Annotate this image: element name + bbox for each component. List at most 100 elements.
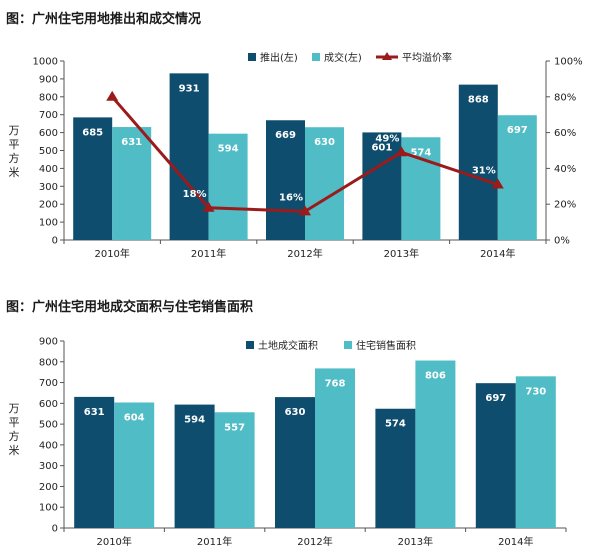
chart-1-y-tick-label: 800 [39,92,58,103]
chart-1-y-tick-label: 400 [39,164,58,175]
chart-2-legend-swatch [344,341,352,349]
chart-2-y-axis-title-char: 平 [9,416,20,429]
chart-1-bar-label: 685 [82,127,103,138]
chart-1-legend-label: 成交(左) [324,51,362,64]
chart-1-bar-label: 931 [179,83,200,94]
chart-2-y-tick-label: 500 [39,420,58,431]
chart-2-bar-label: 730 [525,386,546,397]
chart-1-y-tick-label: 700 [39,110,58,121]
chart-1-line-point-label: 49% [375,133,399,144]
chart-1-y-tick-label: 100 [39,218,58,229]
chart-1-bar-1 [458,84,498,241]
chart-2-bar-label: 630 [285,407,306,418]
chart-2-bar-2 [214,412,255,528]
chart-2-bar-label: 697 [485,393,506,404]
chart-1-y-axis-title-char: 万 [9,124,20,137]
chart-1-legend-label: 推出(左) [260,51,298,64]
chart-1-line-point [299,205,311,216]
chart-2-bar-1 [375,408,416,528]
chart-2-bar-1 [475,383,516,528]
chart-2-bar-label: 768 [325,378,346,389]
chart-1-bar-label: 669 [275,130,296,141]
chart-1-bar-label: 631 [121,137,142,148]
chart-1-bar-1 [169,73,209,240]
chart-1-bar-label: 697 [507,125,528,136]
chart-1-y-tick-label: 500 [39,146,58,157]
chart-2-y-tick-label: 700 [39,378,58,389]
chart-1-bar-2 [208,133,248,240]
chart-2-bar-label: 631 [84,407,105,418]
chart-1-legend-marker [382,52,392,60]
chart-2-bar-1 [174,404,215,528]
chart-1-line-point [106,90,119,101]
chart-1-y-axis-title-char: 平 [9,138,20,151]
chart-2-y-tick-label: 0 [52,524,58,535]
chart-2-bar-2 [515,376,556,528]
chart-1-x-tick-label: 2011年 [191,247,226,260]
chart-2-x-tick-label: 2012年 [297,535,332,548]
chart-1-y-tick-label: 300 [39,182,58,193]
chart-2-y-tick-label: 200 [39,482,58,493]
chart-1-line-point-label: 31% [472,166,496,177]
chart-2-y-tick-label: 600 [39,399,58,410]
chart-1-line-point-label: 18% [183,189,207,200]
chart-1-bar-1 [73,117,113,240]
chart-1-bar-label: 601 [371,142,392,153]
chart-1-legend-swatch [248,53,256,61]
chart-2-y-axis-title-char: 方 [9,429,20,443]
chart-2-legend-label: 住宅销售面积 [356,339,416,352]
chart-2-plot: 0 100 200 300 400 500 600 700 800 900 2010年 2011年 20… [9,337,567,548]
chart-2-legend-label: 土地成交面积 [258,339,318,352]
chart-2-y-tick-label: 800 [39,357,58,368]
chart-1-bar-label: 594 [218,144,239,155]
chart-1-bar-2 [112,127,152,240]
chart-2-y-axis-title-char: 万 [9,402,20,415]
chart-1: 图：广州住宅用地推出和成交情况 0 100 200 300 400 500 600 700 80… [0,0,600,270]
chart-1-x-tick-label: 2013年 [384,247,419,260]
chart-2-bar-2 [114,402,155,528]
chart-1-y2-tick-label: 80% [554,92,576,103]
chart-2-y-tick-label: 400 [39,440,58,451]
chart-1-x-tick-label: 2012年 [287,247,322,260]
chart-1-x-tick-label: 2010年 [94,247,129,260]
chart-2-bar-1 [74,396,115,528]
chart-2-y-axis-title-char: 米 [9,444,20,457]
chart-1-bar-2 [305,127,344,240]
chart-2-x-tick-label: 2014年 [498,535,533,548]
chart-1-y-tick-label: 900 [39,74,58,85]
chart-1-x-tick-label: 2014年 [480,247,515,260]
chart-1-line-point [395,146,408,157]
chart-1-bar-2 [497,115,537,240]
chart-1-y2-tick-label: 20% [554,200,576,211]
chart-1-y2-tick-label: 60% [554,128,576,139]
chart-2-bar-1 [275,397,315,528]
chart-1-bar-1 [362,132,402,240]
chart-1-legend-swatch [312,53,320,61]
chart-1-y2-tick-label: 0% [554,236,570,247]
chart-2-bar-label: 557 [224,422,245,433]
chart-2-legend-swatch [246,341,254,349]
chart-1-y-axis-title-char: 米 [9,166,20,179]
chart-2-x-tick-label: 2010年 [96,535,131,548]
chart-1-line-point-label: 16% [279,192,303,203]
chart-1-line-point [491,178,504,189]
chart-2-x-tick-label: 2011年 [197,535,232,548]
chart-1-y-tick-label: 1000 [33,57,58,68]
chart-1-y2-tick-label: 100% [554,57,583,68]
chart-2-bar-label: 574 [385,419,406,430]
chart-2-bar-2 [415,360,456,528]
chart-1-title: 图：广州住宅用地推出和成交情况 [6,12,202,27]
chart-2-y-tick-label: 100 [39,503,58,514]
chart-2-y-tick-label: 300 [39,461,58,472]
chart-2: 图：广州住宅用地成交面积与住宅销售面积 0 100 200 300 400 500 600 7… [0,288,600,558]
chart-2-x-tick-label: 2013年 [398,535,433,548]
chart-1-plot: 0 100 200 300 400 500 600 700 800 900 1000 2010年 201… [9,51,583,260]
chart-1-y2-tick-label: 40% [554,164,576,175]
chart-1-bar-label: 574 [410,147,431,158]
chart-1-bar-label: 868 [468,95,489,106]
chart-2-bar-label: 594 [184,415,205,426]
chart-1-legend-label: 平均溢价率 [402,51,452,64]
chart-1-y-tick-label: 0 [52,236,58,247]
chart-1-y-axis-title-char: 方 [9,151,20,165]
chart-1-y-tick-label: 600 [39,128,58,139]
